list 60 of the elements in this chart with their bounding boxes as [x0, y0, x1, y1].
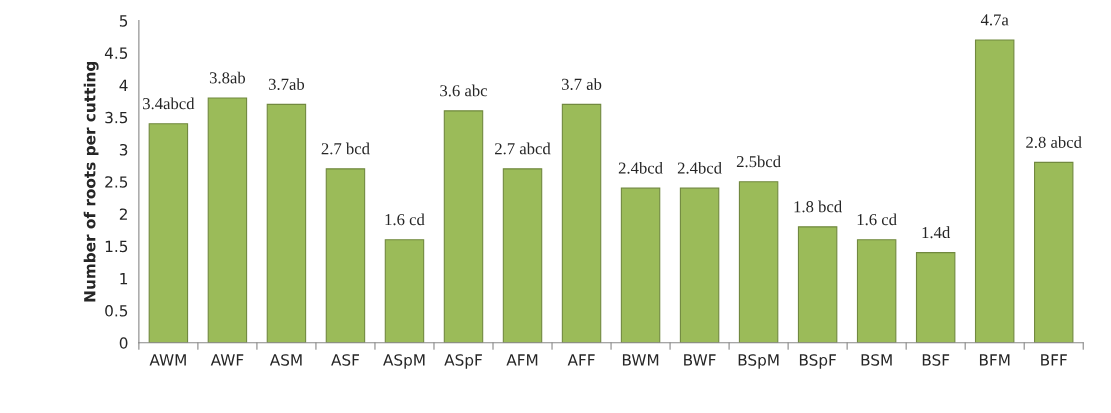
data-label: 4.7a	[980, 14, 1009, 26]
y-axis-title: Number of roots per cutting	[83, 61, 99, 302]
bar	[325, 168, 366, 343]
data-label: 1.6 cd	[857, 213, 897, 226]
bar	[797, 226, 838, 343]
bar	[266, 103, 307, 343]
data-label: 1.4d	[922, 226, 951, 239]
data-label: 1.8 bcd	[794, 200, 842, 213]
data-label: 2.7 abcd	[495, 142, 551, 155]
bar	[443, 110, 484, 343]
x-tick-label: BSpF	[799, 354, 836, 369]
x-tick-label: ASpM	[383, 354, 425, 369]
data-label: 1.6 cd	[385, 213, 425, 226]
y-tick-label: 4	[119, 79, 128, 91]
y-tick-label: 3	[119, 143, 128, 156]
data-label: 3.7ab	[268, 78, 305, 90]
bar	[561, 103, 602, 343]
bar	[738, 181, 779, 343]
bar	[620, 187, 661, 343]
y-tick-label: 0	[119, 337, 128, 349]
bar	[502, 168, 543, 343]
x-tick-label: BWF	[684, 354, 716, 366]
x-tick-label: BSM	[861, 354, 892, 366]
bar	[207, 97, 248, 343]
x-tick-label: AFM	[506, 354, 538, 366]
x-tick-label: BSF	[922, 354, 950, 366]
data-label: 2.7 bcd	[321, 142, 370, 155]
data-label: 3.6 abc	[440, 84, 488, 97]
bar	[148, 123, 189, 343]
y-tick-label: 4.5	[104, 47, 128, 59]
data-label: 3.4abcd	[143, 97, 195, 110]
y-tick-label: 0.5	[105, 305, 128, 317]
bar	[384, 239, 425, 343]
x-tick-label: BFF	[1041, 354, 1067, 366]
bar	[679, 187, 720, 343]
data-label: 2.8 abcd	[1026, 136, 1082, 148]
y-tick-label: 3.5	[105, 111, 128, 124]
x-tick-label: AWF	[210, 354, 244, 366]
x-tick-label: BSpM	[738, 354, 779, 369]
x-tick-label: ASF	[331, 354, 360, 366]
y-tick-label: 1	[120, 273, 128, 285]
bar	[856, 239, 897, 343]
x-tick-label: ASM	[269, 354, 302, 366]
bar	[1033, 161, 1074, 343]
y-tick-label: 2	[119, 208, 127, 220]
data-label: 2.4bcd	[677, 161, 722, 174]
y-tick-label: 2.5	[105, 176, 128, 188]
x-tick-label: ASpF	[444, 354, 482, 369]
x-tick-label: BFM	[979, 354, 1010, 366]
x-tick-label: AFF	[567, 354, 595, 366]
bar	[974, 39, 1015, 343]
bar	[915, 252, 956, 343]
y-tick-label: 1.5	[105, 240, 128, 253]
x-tick-label: BWM	[622, 354, 659, 366]
data-label: 3.8ab	[209, 71, 246, 84]
y-tick-label: 5	[119, 15, 128, 27]
data-label: 2.4bcd	[618, 161, 663, 174]
data-label: 3.7 ab	[561, 78, 602, 90]
data-label: 2.5bcd	[736, 155, 781, 168]
x-tick-label: AWM	[149, 354, 186, 366]
